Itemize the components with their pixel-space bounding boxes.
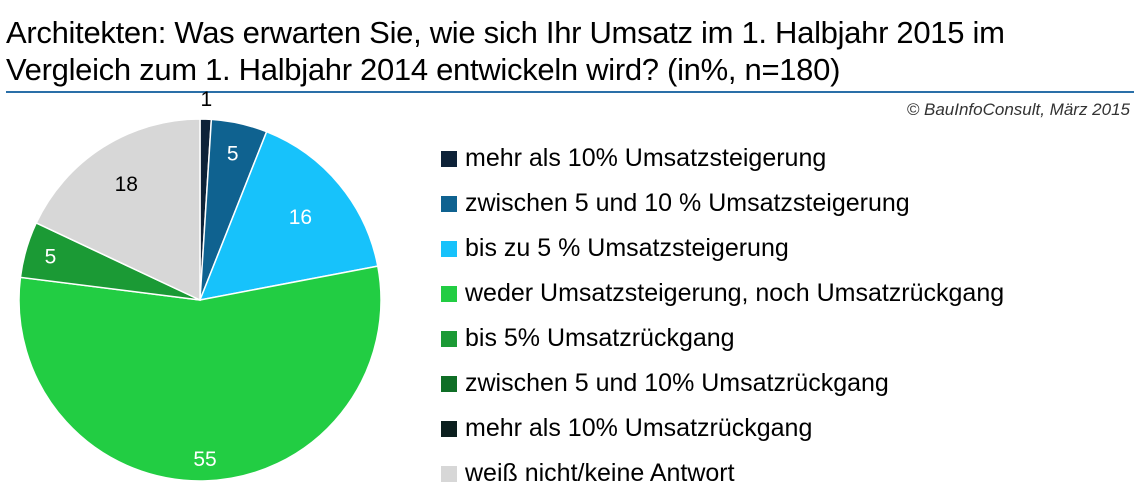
legend-label: weder Umsatzsteigerung, noch Umsatzrückg…	[465, 279, 1005, 307]
slice-value-label: 16	[289, 206, 312, 229]
copyright-note: © BauInfoConsult, März 2015	[906, 100, 1130, 119]
chart-legend: mehr als 10% Umsatzsteigerung zwischen 5 …	[441, 136, 1004, 496]
legend-label: bis zu 5 % Umsatzsteigerung	[465, 234, 789, 262]
pie-slice	[18, 265, 382, 482]
legend-swatch	[441, 195, 457, 212]
legend-item: weder Umsatzsteigerung, noch Umsatzrückg…	[441, 271, 1004, 316]
title-line-2: Vergleich zum 1. Halbjahr 2014 entwickel…	[6, 52, 841, 87]
slice-value-label: 5	[45, 246, 57, 269]
legend-swatch	[441, 465, 457, 482]
legend-label: zwischen 5 und 10 % Umsatzsteigerung	[465, 189, 910, 217]
title-line-1: Architekten: Was erwarten Sie, wie sich …	[6, 15, 1005, 50]
legend-label: mehr als 10% Umsatzsteigerung	[465, 144, 827, 172]
legend-swatch	[441, 375, 457, 392]
legend-item: bis zu 5 % Umsatzsteigerung	[441, 226, 1004, 271]
legend-item: zwischen 5 und 10% Umsatzrückgang	[441, 361, 1004, 406]
legend-item: mehr als 10% Umsatzsteigerung	[441, 136, 1004, 181]
legend-swatch	[441, 150, 457, 167]
legend-swatch	[441, 330, 457, 347]
slice-value-label: 1	[200, 88, 212, 111]
title-divider	[6, 91, 1134, 93]
legend-item: bis 5% Umsatzrückgang	[441, 316, 1004, 361]
chart-title: Architekten: Was erwarten Sie, wie sich …	[6, 14, 1140, 88]
legend-item: zwischen 5 und 10 % Umsatzsteigerung	[441, 181, 1004, 226]
legend-label: zwischen 5 und 10% Umsatzrückgang	[465, 369, 889, 397]
legend-label: mehr als 10% Umsatzrückgang	[465, 414, 813, 442]
pie-slice	[198, 130, 379, 301]
legend-item: mehr als 10% Umsatzrückgang	[441, 406, 1004, 451]
legend-swatch	[441, 285, 457, 302]
legend-label: weiß nicht/keine Antwort	[465, 459, 735, 487]
slice-value-label: 55	[193, 448, 216, 471]
legend-swatch	[441, 420, 457, 437]
legend-item: weiß nicht/keine Antwort	[441, 451, 1004, 496]
slice-value-label: 18	[115, 173, 138, 196]
pie-slice	[35, 118, 201, 302]
slice-value-label: 5	[227, 142, 239, 165]
legend-label: bis 5% Umsatzrückgang	[465, 324, 735, 352]
legend-swatch	[441, 240, 457, 257]
